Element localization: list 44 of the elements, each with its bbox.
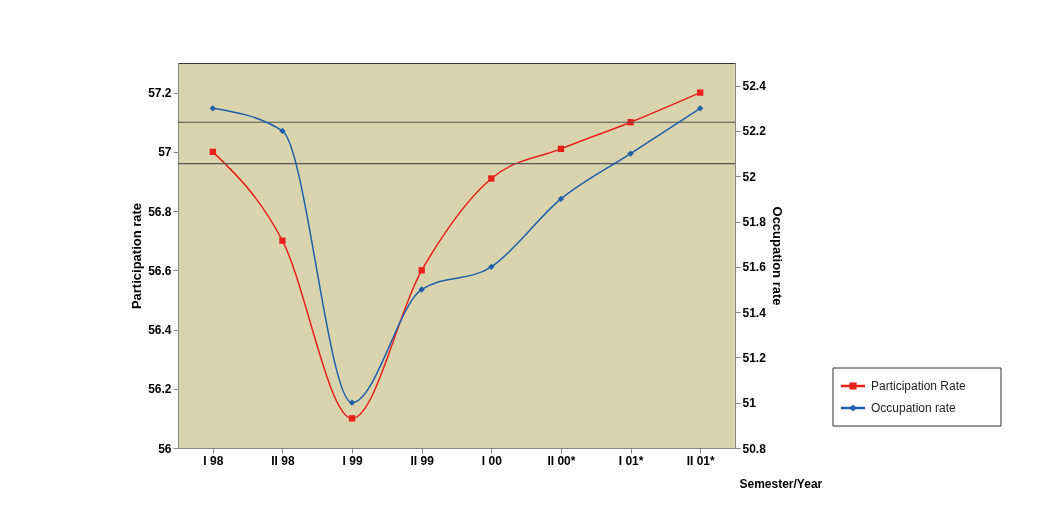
x-tick-label: I 98 <box>203 453 224 468</box>
x-tick-label: II 01* <box>686 453 716 468</box>
point <box>209 105 216 112</box>
y2-tick-label: 51.8 <box>742 215 767 230</box>
point <box>209 148 216 156</box>
y-tick-label: 56 <box>158 441 172 456</box>
y-tick-label: 57 <box>158 145 172 160</box>
point <box>697 89 704 96</box>
x-tick-label: II 00* <box>547 453 576 468</box>
point <box>348 415 356 422</box>
y-tick-label: 56.6 <box>148 263 172 278</box>
y2-tick-label: 51.6 <box>742 260 767 275</box>
legend-label: Participation Rate <box>871 379 967 393</box>
legend-label: Occupation rate <box>871 401 957 415</box>
x-tick-label: I 01* <box>618 453 644 468</box>
y2-tick-label: 51.2 <box>742 350 767 365</box>
point <box>488 263 495 270</box>
point <box>627 150 634 157</box>
x-tick-label: II 98 <box>271 453 295 468</box>
y-tick-label: 56.4 <box>148 323 172 338</box>
x-tick-label: I 00 <box>481 453 503 468</box>
point <box>557 145 565 153</box>
y-tick-label: 57.2 <box>148 86 172 101</box>
point <box>279 127 286 135</box>
y2-tick-label: 52.2 <box>742 124 767 139</box>
y2-tick-label: 50.8 <box>742 441 767 456</box>
y2-tick-label: 51.4 <box>742 305 767 320</box>
point <box>418 267 425 274</box>
y2-tick-label: 52 <box>742 169 757 184</box>
y2-tick-label: 51 <box>742 396 757 411</box>
x-tick-label: II 99 <box>410 453 435 468</box>
x-axis-title: Semester/Year <box>739 476 823 491</box>
y-axis-title: Participation rate <box>129 202 145 310</box>
point <box>348 399 356 406</box>
x-tick-label: I 99 <box>342 453 363 468</box>
y-tick-label: 56.2 <box>148 382 172 397</box>
point <box>557 195 565 203</box>
point <box>418 286 425 293</box>
point <box>697 105 704 112</box>
y2-axis-title: Occupation rate <box>769 206 785 306</box>
y-tick-label: 56.8 <box>148 204 172 219</box>
y2-tick-label: 52.4 <box>742 79 767 94</box>
point <box>279 237 286 244</box>
point <box>488 175 495 182</box>
